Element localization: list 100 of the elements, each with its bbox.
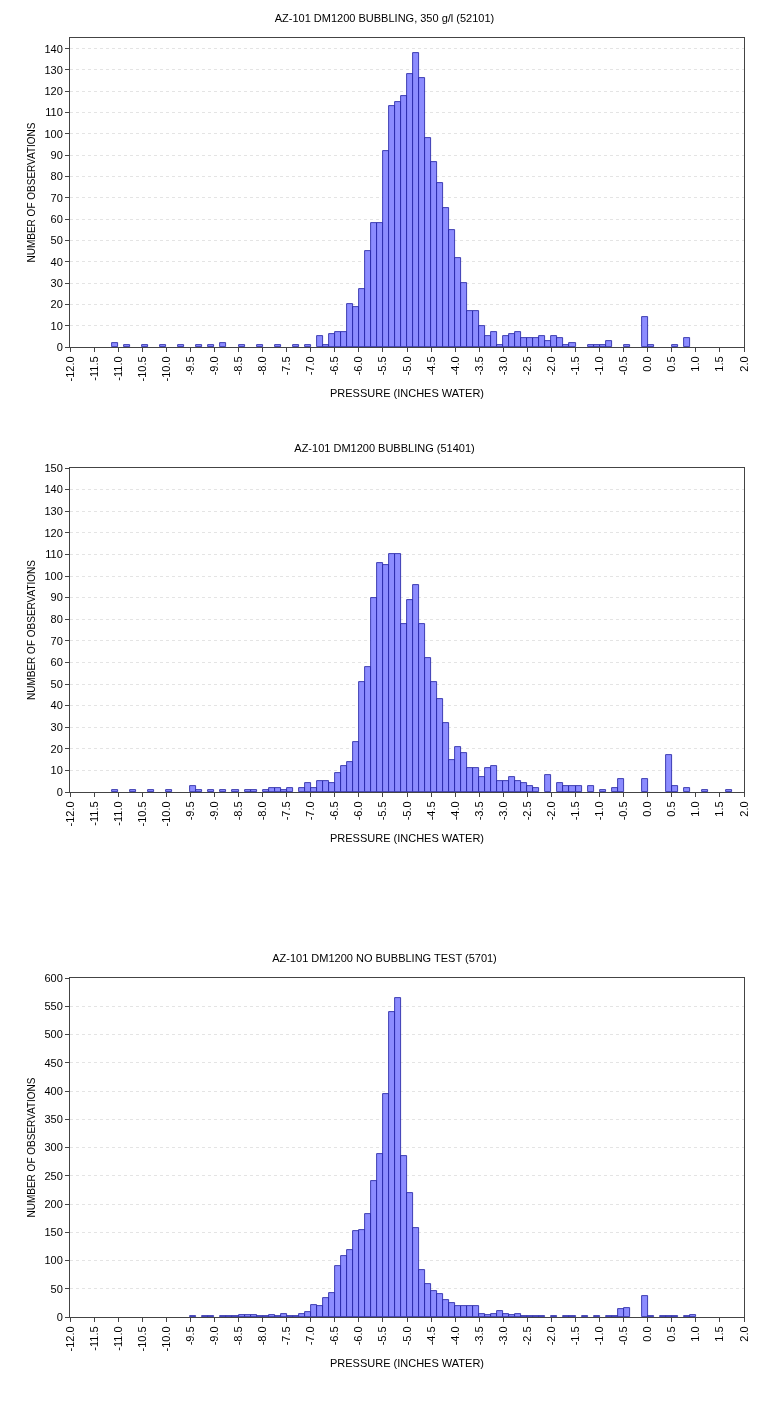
x-tick-label: -9.5 [183, 1326, 196, 1346]
x-tick-label: -11.5 [87, 801, 100, 826]
x-tick-label: -8.5 [232, 356, 245, 376]
y-tick-label: 130 [44, 63, 63, 76]
x-tick-label: -3.5 [472, 801, 485, 821]
x-tick-label: 1.5 [713, 356, 726, 372]
chart-title: AZ-101 DM1200 NO BUBBLING TEST (5701) [272, 951, 497, 964]
x-tick-label: -2.5 [520, 1326, 533, 1346]
y-tick-label: 550 [44, 1000, 63, 1013]
x-tick-label: 0.5 [665, 1326, 678, 1342]
x-tick-label: 0.0 [641, 1326, 654, 1342]
y-tick-label: 150 [44, 1226, 63, 1239]
x-tick-label: -10.5 [135, 356, 148, 382]
x-tick-label: 0.0 [641, 356, 654, 372]
x-tick-label: -11.0 [111, 1326, 124, 1351]
y-tick-label: 40 [50, 699, 63, 712]
x-tick-label: -10.5 [135, 1326, 148, 1352]
x-tick-label: -8.5 [232, 1326, 245, 1346]
x-tick-label: -5.0 [400, 356, 413, 376]
x-tick-label: -6.5 [328, 801, 341, 821]
x-tick-label: -8.5 [232, 801, 245, 821]
x-tick-label: 2.0 [737, 356, 750, 372]
y-tick-label: 0 [56, 785, 63, 798]
y-tick-label: 70 [50, 191, 63, 204]
chart-title: AZ-101 DM1200 BUBBLING, 350 g/l (52101) [274, 11, 495, 24]
y-axis-title: NUMBER OF OBSERVATIONS [26, 1077, 38, 1218]
x-tick-label: -4.0 [448, 356, 461, 376]
y-tick-label: 10 [50, 764, 63, 777]
x-tick-label: -7.5 [280, 356, 293, 376]
y-tick-label: 250 [44, 1169, 63, 1182]
y-tick-label: 100 [44, 1254, 63, 1267]
x-tick-label: -5.5 [376, 1326, 389, 1346]
y-tick-label: 100 [44, 569, 63, 582]
x-tick-label: -4.5 [424, 356, 437, 376]
x-tick-label: -11.5 [87, 1326, 100, 1351]
x-tick-label: -12.0 [63, 801, 76, 827]
x-axis-title: PRESSURE (INCHES WATER) [329, 1356, 485, 1369]
x-tick-label: -3.5 [472, 1326, 485, 1346]
x-axis-title: PRESSURE (INCHES WATER) [329, 831, 485, 844]
x-tick-label: -12.0 [63, 1326, 76, 1352]
x-tick-label: -11.0 [111, 356, 124, 381]
x-tick-label: 0.0 [641, 801, 654, 817]
x-tick-label: -3.5 [472, 356, 485, 376]
x-tick-label: -6.0 [352, 1326, 365, 1346]
y-tick-label: 400 [44, 1084, 63, 1097]
y-tick-label: 40 [50, 255, 63, 268]
y-tick-label: 60 [50, 656, 63, 669]
y-tick-label: 80 [50, 170, 63, 183]
y-tick-label: 110 [45, 106, 63, 119]
x-tick-label: 2.0 [737, 801, 750, 817]
y-tick-label: 120 [44, 526, 63, 539]
x-tick-label: -1.0 [593, 1326, 606, 1346]
y-tick-label: 150 [44, 461, 63, 474]
y-tick-label: 90 [50, 591, 63, 604]
x-tick-label: -3.0 [496, 356, 509, 376]
x-tick-label: -0.5 [617, 801, 630, 821]
x-tick-label: -5.0 [400, 801, 413, 821]
x-tick-label: 1.0 [689, 1326, 702, 1342]
y-tick-label: 30 [50, 721, 63, 734]
x-axis-title: PRESSURE (INCHES WATER) [329, 386, 485, 399]
y-tick-label: 120 [44, 85, 63, 98]
x-tick-label: 1.5 [713, 801, 726, 817]
x-tick-label: -6.5 [328, 1326, 341, 1346]
y-tick-label: 500 [44, 1028, 63, 1041]
x-tick-label: -9.5 [183, 356, 196, 376]
x-tick-label: -8.0 [256, 1326, 269, 1346]
x-tick-label: -11.5 [87, 356, 100, 381]
x-tick-label: -2.0 [545, 801, 558, 821]
x-tick-label: -5.5 [376, 801, 389, 821]
x-tick-label: -7.0 [304, 356, 317, 376]
x-tick-label: -2.0 [545, 1326, 558, 1346]
y-tick-label: 0 [56, 340, 63, 353]
x-tick-label: -6.0 [352, 356, 365, 376]
x-tick-label: -12.0 [63, 356, 76, 382]
y-tick-label: 30 [50, 276, 63, 289]
x-tick-label: -10.5 [135, 801, 148, 827]
y-tick-label: 350 [44, 1113, 63, 1126]
x-tick-label: -0.5 [617, 1326, 630, 1346]
x-tick-label: -5.5 [376, 356, 389, 376]
x-tick-label: 1.0 [689, 356, 702, 372]
y-tick-label: 70 [50, 634, 63, 647]
x-tick-label: -0.5 [617, 356, 630, 376]
y-tick-label: 130 [44, 505, 63, 518]
y-tick-label: 20 [50, 298, 63, 311]
chart-title: AZ-101 DM1200 BUBBLING (51401) [294, 441, 475, 454]
y-axis-title: NUMBER OF OBSERVATIONS [26, 122, 38, 263]
x-tick-label: -1.0 [593, 801, 606, 821]
y-tick-label: 20 [50, 742, 63, 755]
y-tick-label: 200 [44, 1197, 63, 1210]
x-tick-label: -10.0 [159, 801, 172, 827]
x-tick-label: 1.5 [713, 1326, 726, 1342]
x-tick-label: -1.0 [593, 356, 606, 376]
x-tick-label: -4.5 [424, 1326, 437, 1346]
x-tick-label: -2.5 [520, 801, 533, 821]
x-tick-label: -8.0 [256, 801, 269, 821]
x-tick-label: -4.5 [424, 801, 437, 821]
x-tick-label: -8.0 [256, 356, 269, 376]
x-tick-label: -10.0 [159, 1326, 172, 1352]
x-tick-label: -2.5 [520, 356, 533, 376]
x-tick-label: -7.5 [280, 1326, 293, 1346]
